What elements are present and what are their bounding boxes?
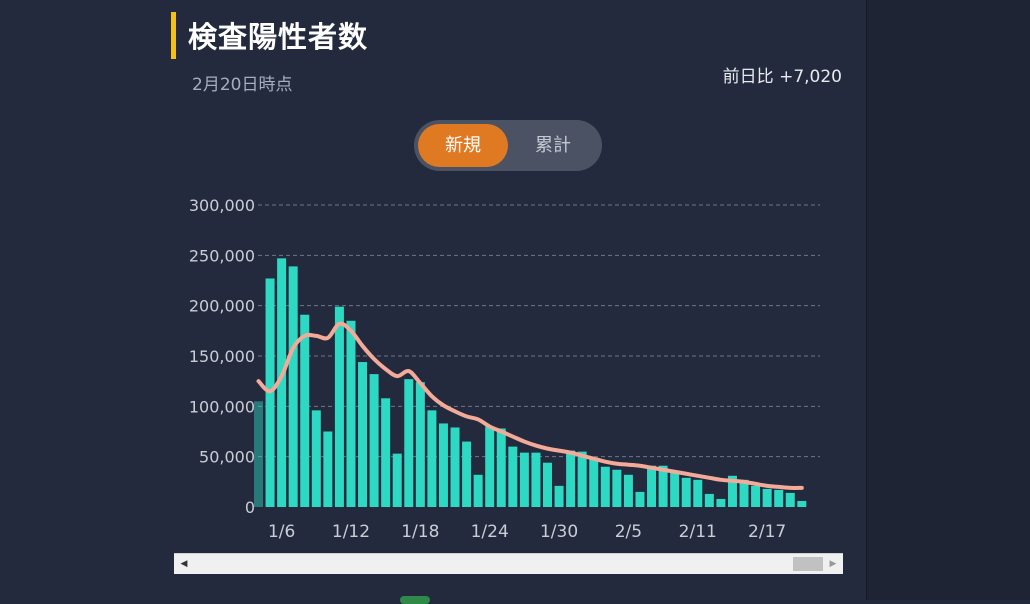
- x-tick-label: 1/30: [540, 522, 578, 542]
- bar[interactable]: [751, 485, 761, 507]
- bar[interactable]: [670, 470, 680, 507]
- bar[interactable]: [543, 462, 552, 507]
- bar[interactable]: [288, 266, 298, 507]
- bar[interactable]: [392, 453, 402, 507]
- bar[interactable]: [600, 466, 610, 507]
- bar[interactable]: [485, 426, 495, 507]
- chart-scrollbar[interactable]: ◀ ▶: [174, 553, 843, 574]
- bar[interactable]: [704, 493, 714, 507]
- bar[interactable]: [658, 465, 668, 507]
- bar[interactable]: [508, 446, 518, 507]
- bar[interactable]: [647, 465, 657, 507]
- bar[interactable]: [323, 431, 333, 508]
- moving-average-line: [256, 321, 804, 490]
- bar[interactable]: [450, 427, 460, 507]
- bar[interactable]: [438, 423, 448, 507]
- bar[interactable]: [334, 306, 344, 507]
- bar[interactable]: [358, 362, 368, 507]
- toggle-new-button[interactable]: 新規: [418, 124, 508, 167]
- bar-series: [254, 258, 807, 508]
- page-title: 検査陽性者数: [188, 20, 369, 54]
- bar[interactable]: [681, 477, 691, 507]
- bar[interactable]: [716, 498, 726, 507]
- bar[interactable]: [346, 320, 356, 507]
- bar[interactable]: [381, 398, 391, 507]
- bar[interactable]: [427, 410, 437, 507]
- y-tick-label: 100,000: [189, 397, 255, 416]
- bar[interactable]: [612, 469, 622, 507]
- toggle-total-button[interactable]: 累計: [535, 135, 571, 156]
- y-tick-label: 150,000: [189, 347, 255, 366]
- x-tick-label: 2/17: [748, 522, 786, 542]
- x-tick-label: 1/12: [332, 522, 370, 542]
- scroll-right-arrow-icon[interactable]: ▶: [829, 559, 837, 569]
- bar[interactable]: [519, 452, 529, 507]
- x-tick-label: 1/18: [401, 522, 439, 542]
- y-tick-label: 200,000: [189, 297, 255, 316]
- bar[interactable]: [693, 479, 703, 507]
- bar[interactable]: [785, 492, 795, 507]
- bar[interactable]: [496, 428, 506, 507]
- side-panel: [866, 0, 1030, 600]
- x-tick-label: 1/6: [268, 522, 295, 542]
- scroll-left-arrow-icon[interactable]: ◀: [180, 559, 188, 569]
- x-axis-labels: 1/6 1/12 1/18 1/24 1/30 2/5 2/11 2/17: [268, 522, 786, 542]
- y-tick-label: 250,000: [189, 246, 255, 265]
- x-tick-label: 2/5: [615, 522, 642, 542]
- bar[interactable]: [277, 258, 287, 507]
- bar[interactable]: [566, 450, 576, 507]
- bar[interactable]: [415, 382, 425, 507]
- bar[interactable]: [727, 475, 737, 507]
- bar[interactable]: [739, 479, 749, 507]
- bar[interactable]: [311, 410, 321, 507]
- bar[interactable]: [554, 485, 564, 507]
- bar[interactable]: [623, 474, 633, 507]
- bar[interactable]: [462, 441, 472, 507]
- bar[interactable]: [762, 488, 772, 507]
- bar[interactable]: [531, 452, 541, 507]
- bar[interactable]: [300, 314, 310, 507]
- bar[interactable]: [404, 379, 414, 507]
- bar[interactable]: [577, 451, 587, 507]
- y-tick-label: 300,000: [189, 196, 255, 215]
- bar[interactable]: [774, 489, 784, 507]
- x-tick-label: 1/24: [471, 522, 509, 542]
- title-accent-bar: [171, 12, 176, 59]
- bar[interactable]: [369, 374, 379, 507]
- day-over-day-change: 前日比 +7,020: [722, 67, 842, 87]
- bar[interactable]: [473, 474, 483, 507]
- moving-average-series: [256, 321, 804, 490]
- partial-element: [400, 596, 430, 604]
- bar[interactable]: [254, 401, 263, 507]
- bar[interactable]: [589, 457, 599, 507]
- bar[interactable]: [797, 500, 807, 507]
- scroll-thumb[interactable]: [793, 557, 823, 571]
- x-tick-label: 2/11: [679, 522, 717, 542]
- y-tick-label: 50,000: [199, 448, 255, 467]
- view-toggle: 新規 累計: [414, 120, 602, 171]
- bar[interactable]: [635, 491, 645, 507]
- y-axis-labels: 0 50,000 100,000 150,000 200,000 250,000 300,0…: [189, 196, 255, 517]
- y-tick-label: 0: [245, 498, 255, 517]
- as-of-date: 2月20日時点: [192, 75, 293, 95]
